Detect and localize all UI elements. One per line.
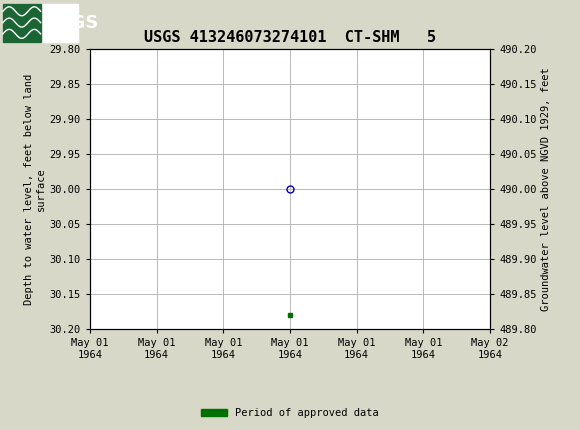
Text: USGS: USGS [44,14,99,31]
Y-axis label: Depth to water level, feet below land
surface: Depth to water level, feet below land su… [24,74,45,305]
FancyBboxPatch shape [3,3,41,42]
Y-axis label: Groundwater level above NGVD 1929, feet: Groundwater level above NGVD 1929, feet [541,68,551,311]
Legend: Period of approved data: Period of approved data [197,404,383,423]
Text: USGS 413246073274101  CT-SHM   5: USGS 413246073274101 CT-SHM 5 [144,30,436,45]
FancyBboxPatch shape [3,3,78,42]
